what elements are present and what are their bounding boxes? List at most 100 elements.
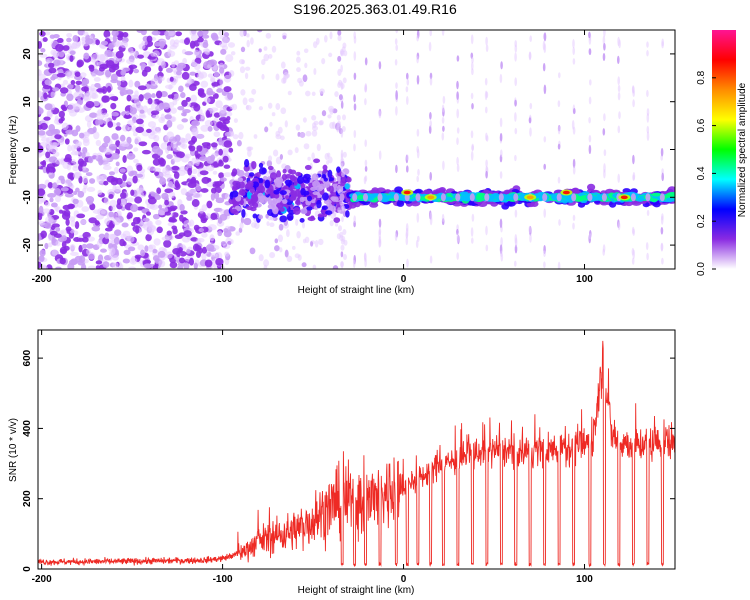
spectrogram-pixel (306, 206, 313, 211)
spectrogram-pixel (485, 36, 488, 46)
spectrogram-pixel (152, 167, 162, 172)
spectrogram-pixel (331, 196, 339, 202)
spectrogram-pixel (108, 193, 114, 200)
spectrogram-pixel (138, 94, 144, 102)
spectrogram-pixel (230, 51, 236, 56)
spectrogram-pixel (264, 126, 269, 133)
spectrogram-pixel (429, 30, 432, 37)
spectrogram-pixel (181, 99, 188, 107)
spectrogram-pixel (543, 84, 547, 95)
spectrogram-pixel (378, 61, 382, 70)
spectrogram-pixel (106, 175, 116, 183)
spectrogram-pixel (181, 235, 191, 243)
spectrogram-pixel (282, 168, 287, 174)
spectrogram-pixel (378, 218, 382, 228)
spectrogram-pixel (69, 55, 74, 63)
spectrogram-pixel (310, 186, 317, 191)
spectrogram-pixel (101, 95, 110, 103)
spectrogram-pixel (168, 191, 176, 199)
spectrogram-pixel (442, 95, 446, 104)
spectrogram-pixel (340, 162, 344, 170)
spectrogram-pixel (40, 122, 48, 130)
spectrogram-pixel (280, 61, 286, 69)
spectrogram-pixel (177, 169, 186, 177)
spectrogram-pixel (251, 160, 257, 170)
x-tick-label: -100 (213, 574, 233, 585)
spectrogram-pixel (69, 110, 77, 117)
spectrogram-pixel (216, 121, 223, 129)
spectrogram-pixel (428, 41, 432, 52)
spectrogram-pixel (307, 156, 311, 161)
spectrogram-pixel (223, 164, 231, 169)
spectrogram-pixel (256, 30, 263, 33)
spectrogram-pixel (313, 158, 321, 164)
spectrogram-pixel (176, 124, 184, 130)
spectrogram-pixel (223, 32, 230, 37)
spectrogram-pixel (150, 103, 159, 110)
spectrogram-pixel (81, 206, 90, 213)
spectrogram-pixel (470, 130, 474, 139)
spectrogram-x-axis: -200 -100 0 100 (32, 30, 593, 285)
spectrogram-pixel (297, 254, 302, 261)
spectrogram-pixel (209, 107, 219, 112)
spectrogram-pixel (256, 171, 261, 178)
spectrogram-pixel (543, 43, 547, 54)
spectrogram-pixel (225, 237, 233, 245)
spectrogram-pixel (396, 200, 405, 207)
spectrogram-pixel (73, 162, 79, 169)
spectrogram-pixel (245, 182, 254, 188)
spectrogram-pixel (51, 249, 58, 256)
spectrogram-pixel (40, 230, 47, 239)
spectrogram-pixel (42, 159, 47, 168)
spectrogram-pixel (201, 204, 208, 212)
spectrogram-pixel (82, 138, 90, 147)
spectrogram-pixel (339, 193, 345, 202)
spectrogram-pixel (122, 258, 131, 264)
spectrogram-pixel (166, 154, 173, 160)
spectrogram-pixel (279, 190, 287, 196)
spectrogram-pixel (378, 238, 381, 248)
spectrogram-pixel (229, 104, 235, 110)
spectrogram-pixel (378, 150, 382, 160)
spectrogram-pixel (113, 236, 120, 245)
spectrogram-pixel (223, 86, 232, 93)
spectrogram-pixel (470, 34, 474, 45)
spectrogram-pixel (660, 227, 664, 235)
spectrogram-pixel (146, 35, 153, 43)
spectrogram-pixel (266, 221, 270, 226)
spectrogram-pixel (240, 216, 244, 224)
spectrogram-pixel (216, 88, 224, 93)
spectrogram-pixel (38, 199, 43, 205)
spectrogram-pixel (295, 124, 301, 131)
spectrogram-pixel (310, 241, 314, 247)
spectrogram-pixel (85, 100, 95, 109)
spectrogram-pixel (659, 193, 665, 202)
spectrogram-pixel (572, 58, 576, 65)
spectrogram-pixel (198, 247, 203, 254)
spectrogram-pixel (131, 222, 136, 227)
spectrogram-pixel (364, 139, 368, 148)
spectrogram-pixel (228, 70, 235, 77)
colorbar-tick-label: 0.6 (696, 118, 707, 132)
spectrogram-pixel (213, 71, 220, 78)
spectrogram-pixel (110, 152, 120, 160)
spectrogram-pixel (415, 239, 419, 249)
spectrogram-pixel (665, 197, 674, 203)
spectrogram-pixel (188, 78, 193, 86)
spectrogram-pixel (138, 141, 148, 147)
spectrogram-pixel (89, 112, 98, 119)
spectrogram-pixel (205, 213, 211, 219)
spectrogram-pixel (300, 187, 306, 196)
spectrogram-pixel (39, 53, 48, 58)
spectrogram-pixel (78, 132, 85, 139)
spectrogram-pixel (577, 202, 586, 208)
spectrogram-pixel (199, 170, 209, 176)
spectrogram-pixel (530, 200, 539, 208)
spectrogram-pixel (268, 155, 273, 162)
spectrogram-pixel (207, 126, 213, 132)
spectrogram-pixel (455, 193, 461, 202)
spectrogram-pixel (43, 92, 48, 100)
spectrogram-pixel (205, 244, 215, 252)
spectrogram-pixel (118, 32, 124, 38)
spectrogram-pixel (340, 251, 344, 258)
